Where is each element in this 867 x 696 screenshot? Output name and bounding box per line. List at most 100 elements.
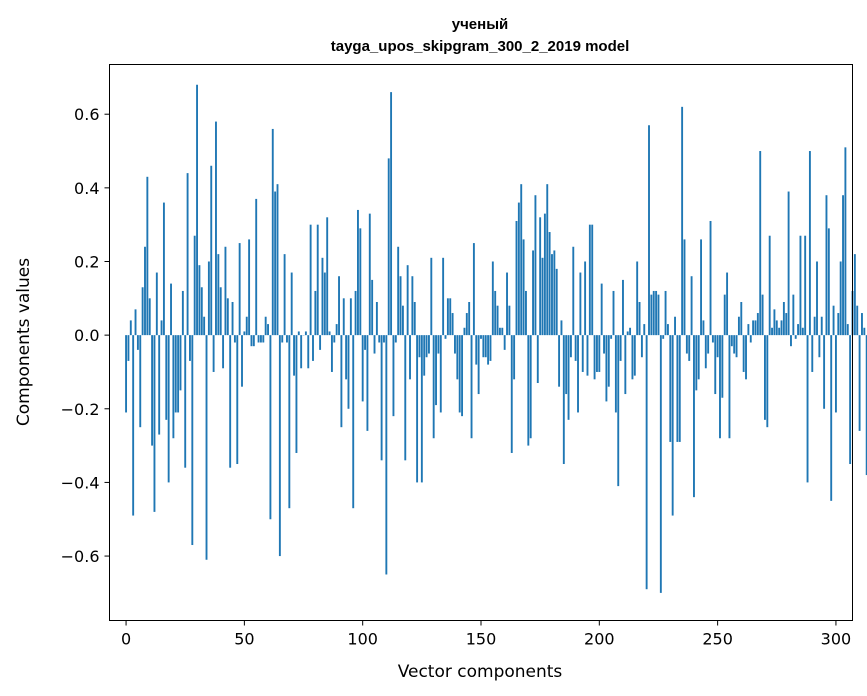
bar [730, 335, 733, 347]
bar [224, 246, 227, 336]
bar [468, 302, 471, 336]
bar [553, 250, 556, 336]
bar [401, 305, 404, 336]
bar [475, 335, 478, 365]
bar [177, 335, 180, 413]
bar [565, 335, 568, 395]
bar [357, 209, 359, 336]
bar [170, 283, 172, 336]
bar [451, 313, 454, 336]
bar [456, 335, 459, 380]
y-tick-label: −0.4 [61, 473, 100, 492]
bar [688, 335, 691, 361]
bar [517, 202, 520, 336]
bar [267, 324, 269, 336]
bar [248, 239, 251, 336]
bar [726, 272, 729, 336]
bar [207, 261, 210, 336]
bar [664, 290, 667, 336]
bar [420, 335, 423, 483]
bar [839, 261, 842, 336]
bar [693, 335, 695, 498]
bar [508, 305, 511, 336]
bar [525, 290, 527, 336]
bar [813, 316, 816, 336]
bar [669, 335, 672, 442]
bar [548, 232, 551, 336]
bar [281, 335, 284, 343]
bar [707, 335, 710, 354]
bar [562, 335, 565, 465]
bar [435, 335, 437, 406]
bar [352, 335, 355, 509]
bar [241, 335, 243, 387]
bar [262, 335, 265, 343]
bar [359, 228, 362, 336]
bar [700, 239, 702, 336]
bar [747, 324, 750, 336]
bar [716, 335, 719, 358]
bar [245, 316, 248, 336]
bar [662, 335, 665, 339]
bar [790, 335, 792, 347]
x-tick-label: 250 [702, 630, 733, 649]
bar [844, 147, 847, 336]
bar [695, 335, 698, 391]
y-tick-label: 0.4 [74, 179, 99, 198]
bar [539, 217, 542, 336]
bar [366, 335, 369, 431]
bar [278, 335, 281, 557]
bar [676, 335, 679, 442]
bar [617, 335, 620, 487]
bar [200, 287, 203, 336]
bar [513, 335, 516, 380]
bar [808, 151, 811, 336]
bar [312, 335, 314, 361]
bar [229, 335, 232, 468]
bar [215, 121, 217, 336]
bar [702, 320, 705, 336]
bar [439, 335, 442, 413]
bar [520, 184, 523, 336]
bar [380, 335, 383, 461]
bar [406, 265, 409, 336]
bar [361, 335, 364, 402]
bar [598, 335, 601, 372]
bar [155, 272, 158, 336]
bar [842, 195, 844, 336]
bar [643, 324, 646, 336]
bar [498, 327, 501, 336]
bar [222, 335, 225, 369]
bar [257, 335, 260, 343]
bar [785, 313, 788, 336]
bar [250, 335, 253, 347]
bar [191, 335, 194, 546]
bar [529, 335, 532, 439]
bar [144, 246, 146, 336]
bar [622, 279, 624, 336]
bar [125, 335, 128, 413]
bar [719, 335, 721, 439]
bar [416, 335, 419, 483]
bar [269, 335, 272, 520]
bar [276, 184, 279, 336]
bar [174, 335, 177, 413]
bar [827, 228, 830, 336]
bar [749, 335, 752, 343]
bar [666, 324, 669, 336]
y-axis: −0.6 −0.4 −0.2 0.0 0.2 0.4 0.6 [61, 105, 110, 566]
bar [591, 224, 594, 336]
y-tick-label: −0.6 [61, 547, 100, 566]
bar [304, 331, 307, 336]
bar [409, 335, 411, 380]
bar [181, 290, 184, 336]
bar [652, 290, 655, 336]
bar [368, 213, 371, 336]
bar [640, 335, 643, 358]
bar [584, 261, 587, 336]
bar [132, 335, 135, 516]
bar [603, 335, 605, 354]
bar [437, 335, 440, 354]
bar [134, 309, 137, 336]
